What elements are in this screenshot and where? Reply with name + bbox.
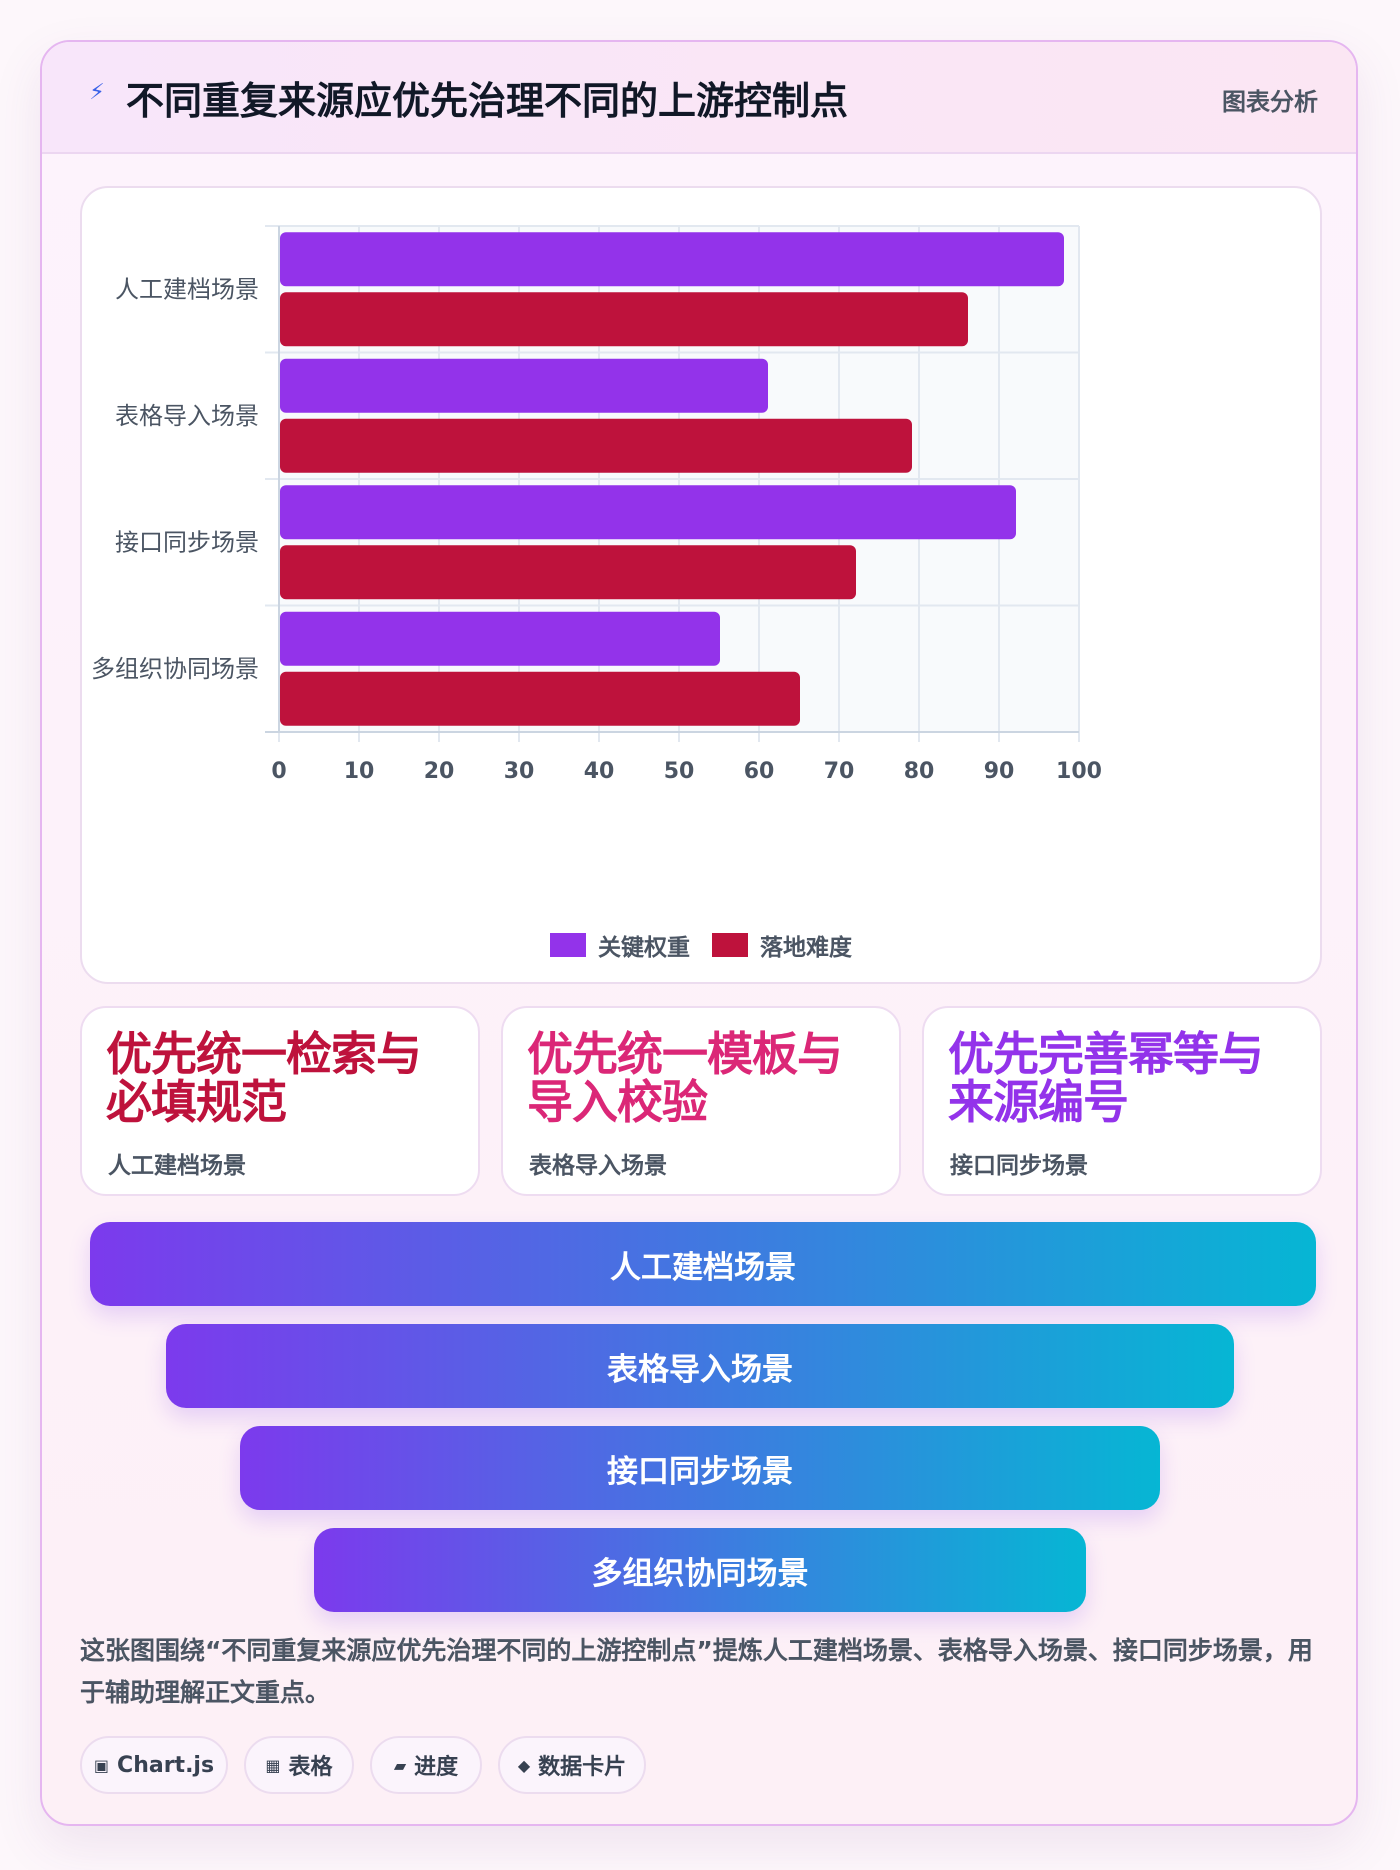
- funnel-row: 多组织协同场景: [314, 1528, 1086, 1612]
- chart-card: 0 10 20 30 40 50 60 70 80 90 100 人工建档场景 表格导入场景 接口同步场景…: [80, 186, 1322, 984]
- insight-card-title: 优先统一模板与导入校验: [527, 1027, 843, 1129]
- funnel-row-label: 表格导入场景: [607, 1351, 793, 1388]
- y-tick-label: 表格导入场景: [115, 402, 259, 430]
- legend-item-series-0[interactable]: 关键权重: [550, 928, 690, 962]
- insight-card-title: 优先完善幂等与来源编号: [948, 1027, 1264, 1129]
- square-icon: ▣: [93, 1755, 110, 1775]
- funnel-row: 接口同步场景: [240, 1426, 1160, 1510]
- insight-card-subtitle: 人工建档场景: [108, 1153, 246, 1179]
- insight-card: 优先统一模板与导入校验 表格导入场景: [501, 1006, 901, 1196]
- main-panel: ⚡ 不同重复来源应优先治理不同的上游控制点 图表分析 0 10 20 30 40 50 60…: [40, 40, 1358, 1826]
- x-tick-label: 20: [424, 759, 455, 784]
- y-tick-label: 人工建档场景: [115, 275, 259, 303]
- bar-chart: 0 10 20 30 40 50 60 70 80 90 100 人工建档场景表格导入场景接口同步场景…: [91, 225, 1102, 784]
- header: ⚡ 不同重复来源应优先治理不同的上游控制点 图表分析: [42, 42, 1356, 154]
- bar-difficulty: [280, 418, 912, 473]
- chip-data-card[interactable]: ◆ 数据卡片: [498, 1736, 646, 1794]
- insight-card-title: 优先统一检索与必填规范: [106, 1027, 422, 1129]
- funnel-row: 人工建档场景: [90, 1222, 1316, 1306]
- x-tick-label: 80: [904, 759, 935, 784]
- x-tick-label: 60: [744, 759, 775, 784]
- insight-cards: 优先统一检索与必填规范 人工建档场景 优先统一模板与导入校验 表格导入场景 优先…: [80, 1006, 1322, 1196]
- bar-key-weight: [280, 611, 720, 666]
- x-tick-label: 50: [664, 759, 695, 784]
- x-tick-label: 0: [271, 759, 286, 784]
- y-tick-label: 多组织协同场景: [91, 655, 259, 683]
- chip-chartjs[interactable]: ▣ Chart.js: [80, 1736, 228, 1794]
- x-tick-label: 40: [584, 759, 615, 784]
- funnel-row-label: 接口同步场景: [607, 1453, 793, 1490]
- legend-label: 关键权重: [598, 935, 690, 961]
- bar-key-weight: [280, 485, 1016, 540]
- grid-icon: ▦: [265, 1755, 281, 1775]
- chip-table[interactable]: ▦ 表格: [244, 1736, 354, 1794]
- x-tick-label: 100: [1056, 759, 1102, 784]
- chip-label: 进度: [414, 1755, 459, 1780]
- x-tick-label: 30: [504, 759, 535, 784]
- progress-icon: ▰: [393, 1755, 407, 1775]
- chart-description: 这张图围绕“不同重复来源应优先治理不同的上游控制点”提炼人工建档场景、表格导入场…: [80, 1636, 1313, 1707]
- funnel-row-label: 人工建档场景: [610, 1249, 796, 1286]
- chip-label: Chart.js: [117, 1752, 215, 1778]
- chip-label: 数据卡片: [538, 1755, 627, 1780]
- x-tick-label: 70: [824, 759, 855, 784]
- insight-card: 优先完善幂等与来源编号 接口同步场景: [922, 1006, 1322, 1196]
- chart-legend: 关键权重 落地难度: [82, 928, 1320, 962]
- legend-swatch: [712, 933, 748, 957]
- chip-progress[interactable]: ▰ 进度: [370, 1736, 482, 1794]
- x-tick-label: 90: [984, 759, 1015, 784]
- page-title: 不同重复来源应优先治理不同的上游控制点: [126, 79, 849, 123]
- header-tag: 图表分析: [1222, 88, 1318, 116]
- legend-label: 落地难度: [760, 935, 852, 961]
- y-tick-label: 接口同步场景: [115, 528, 259, 556]
- x-tick-label: 10: [344, 759, 375, 784]
- bar-key-weight: [280, 232, 1064, 287]
- bar-difficulty: [280, 292, 968, 347]
- legend-item-series-1[interactable]: 落地难度: [712, 928, 852, 962]
- legend-swatch: [550, 933, 586, 957]
- insight-card-subtitle: 接口同步场景: [950, 1153, 1088, 1179]
- insight-card-subtitle: 表格导入场景: [529, 1153, 667, 1179]
- bar-difficulty: [280, 671, 800, 726]
- lightning-icon: ⚡: [89, 80, 105, 105]
- chip-label: 表格: [288, 1755, 333, 1780]
- insight-card: 优先统一检索与必填规范 人工建档场景: [80, 1006, 480, 1196]
- bar-difficulty: [280, 545, 856, 600]
- diamond-icon: ◆: [517, 1755, 531, 1775]
- bar-key-weight: [280, 358, 768, 413]
- funnel-row-label: 多组织协同场景: [591, 1555, 809, 1592]
- funnel-row: 表格导入场景: [166, 1324, 1234, 1408]
